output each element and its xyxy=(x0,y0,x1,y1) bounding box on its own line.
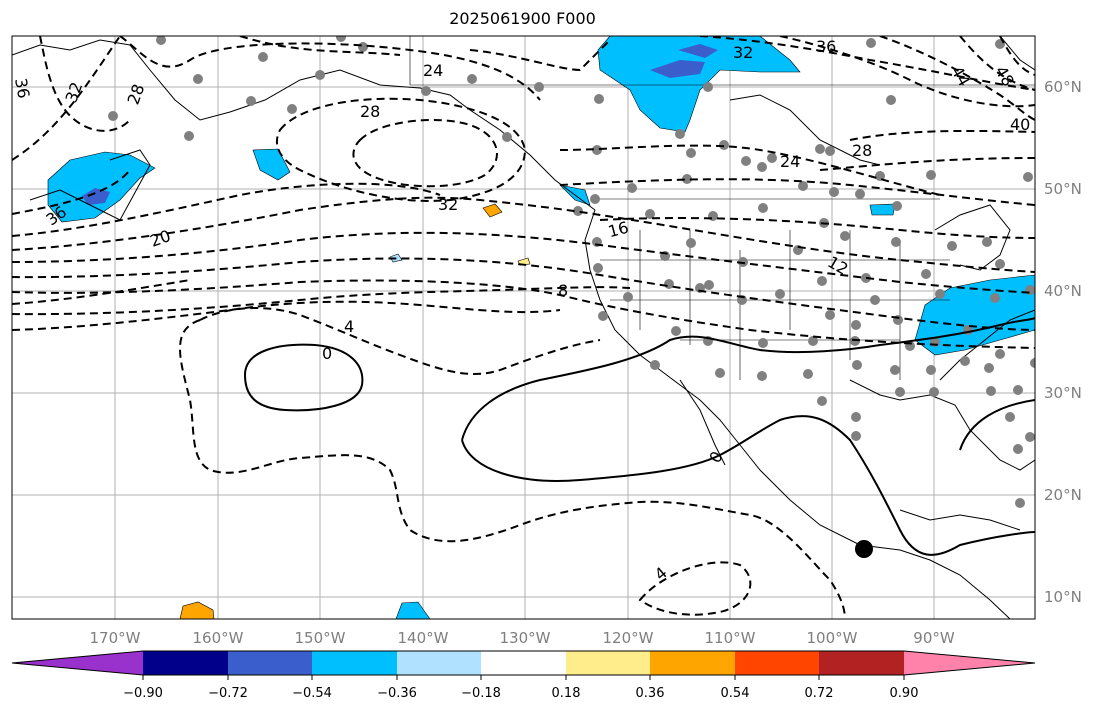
highlight-station-marker xyxy=(855,540,873,558)
lat-label: 40°N xyxy=(1044,282,1082,300)
colorbar-tick-label: 0.90 xyxy=(890,686,919,701)
lon-axis: 170°W 160°W 150°W 140°W 130°W 120°W 110°… xyxy=(90,629,955,647)
contour-label: 16 xyxy=(606,218,631,242)
contour-label: 8 xyxy=(558,281,568,300)
colorbar-tick-label: −0.90 xyxy=(123,686,163,701)
contour-labels: 36 32 28 24 28 32 20 36 32 36 24 16 28 1… xyxy=(11,37,1030,584)
dashed-contours xyxy=(12,36,1035,619)
colorbar-tick-label: 0.54 xyxy=(721,686,750,701)
lat-label: 60°N xyxy=(1044,78,1082,96)
shade-canada-dark xyxy=(650,60,705,78)
colorbar-tick-label: −0.54 xyxy=(292,686,332,701)
contour-label: 32 xyxy=(733,43,753,62)
shade-canada-dark-2 xyxy=(678,44,718,58)
contour-label: 32 xyxy=(438,195,458,214)
colorbar-swatch xyxy=(566,651,650,675)
contour-label: 4 xyxy=(344,317,354,336)
contour-label: 28 xyxy=(360,102,380,121)
coastlines xyxy=(12,36,1035,619)
lat-axis: 60°N 50°N 40°N 30°N 20°N 10°N xyxy=(1044,78,1082,606)
colorbar: −0.90 −0.72 −0.54 −0.36 −0.18 0.18 0.36 … xyxy=(11,650,1036,701)
contour-label: 36 xyxy=(816,37,836,56)
colorbar-swatch xyxy=(904,651,1035,675)
lat-label: 20°N xyxy=(1044,486,1082,504)
colorbar-swatch xyxy=(397,651,481,675)
contour-label: 0 xyxy=(705,448,727,466)
colorbar-swatch xyxy=(312,651,397,675)
lon-label: 150°W xyxy=(295,629,346,647)
contour-label: 40 xyxy=(1010,115,1030,134)
lon-label: 110°W xyxy=(705,629,756,647)
lon-label: 160°W xyxy=(193,629,244,647)
contour-label: 28 xyxy=(123,81,148,107)
shade-gulf-small xyxy=(252,148,291,181)
map-frame xyxy=(11,35,1036,620)
colorbar-swatch xyxy=(819,651,904,675)
map-title: 2025061900 F000 xyxy=(449,9,596,28)
colorbar-swatch xyxy=(228,651,312,675)
lon-label: 130°W xyxy=(500,629,551,647)
colorbar-swatch xyxy=(143,651,228,675)
lat-label: 10°N xyxy=(1044,588,1082,606)
contour-label: 24 xyxy=(780,152,800,171)
colorbar-tick-label: −0.18 xyxy=(461,686,501,701)
colorbar-swatch xyxy=(481,651,566,675)
lon-label: 170°W xyxy=(90,629,141,647)
map-area: 36 32 28 24 28 32 20 36 32 36 24 16 28 1… xyxy=(11,36,1035,619)
shade-eastus xyxy=(914,274,1035,356)
colorbar-tick-label: −0.36 xyxy=(377,686,417,701)
station-markers xyxy=(108,36,1035,508)
lon-label: 100°W xyxy=(807,629,858,647)
contour-label: 4 xyxy=(651,563,671,584)
shade-orange-south xyxy=(179,601,215,619)
contour-label: 28 xyxy=(852,141,872,160)
contour-label: 36 xyxy=(11,77,33,100)
colorbar-tick-label: 0.18 xyxy=(552,686,581,701)
shade-orange-pac xyxy=(482,203,503,218)
colorbar-swatch xyxy=(12,651,143,675)
shade-light-blue-alaska xyxy=(47,151,156,223)
shade-greatlakes xyxy=(869,203,896,216)
lon-label: 90°W xyxy=(913,629,955,647)
contour-label: 24 xyxy=(423,61,443,80)
lat-label: 50°N xyxy=(1044,180,1082,198)
lon-label: 120°W xyxy=(603,629,654,647)
shade-mid-blue-alaska xyxy=(82,188,110,205)
colorbar-swatch xyxy=(735,651,819,675)
contour-label: 44 xyxy=(947,63,974,90)
lat-label: 30°N xyxy=(1044,384,1082,402)
colorbar-tick-label: 0.72 xyxy=(805,686,834,701)
colorbar-tick-label: −0.72 xyxy=(208,686,248,701)
lon-label: 140°W xyxy=(398,629,449,647)
shade-blue-south xyxy=(395,601,431,619)
shaded-fields xyxy=(47,36,1035,619)
colorbar-tick-label: 0.36 xyxy=(636,686,665,701)
contour-label: 20 xyxy=(148,226,174,251)
colorbar-swatch xyxy=(650,651,735,675)
graticule xyxy=(12,36,1035,619)
shade-canada-north xyxy=(597,36,801,133)
contour-label: 0 xyxy=(322,344,332,363)
solid-contours xyxy=(243,317,1035,556)
contour-label: 32 xyxy=(61,79,86,105)
